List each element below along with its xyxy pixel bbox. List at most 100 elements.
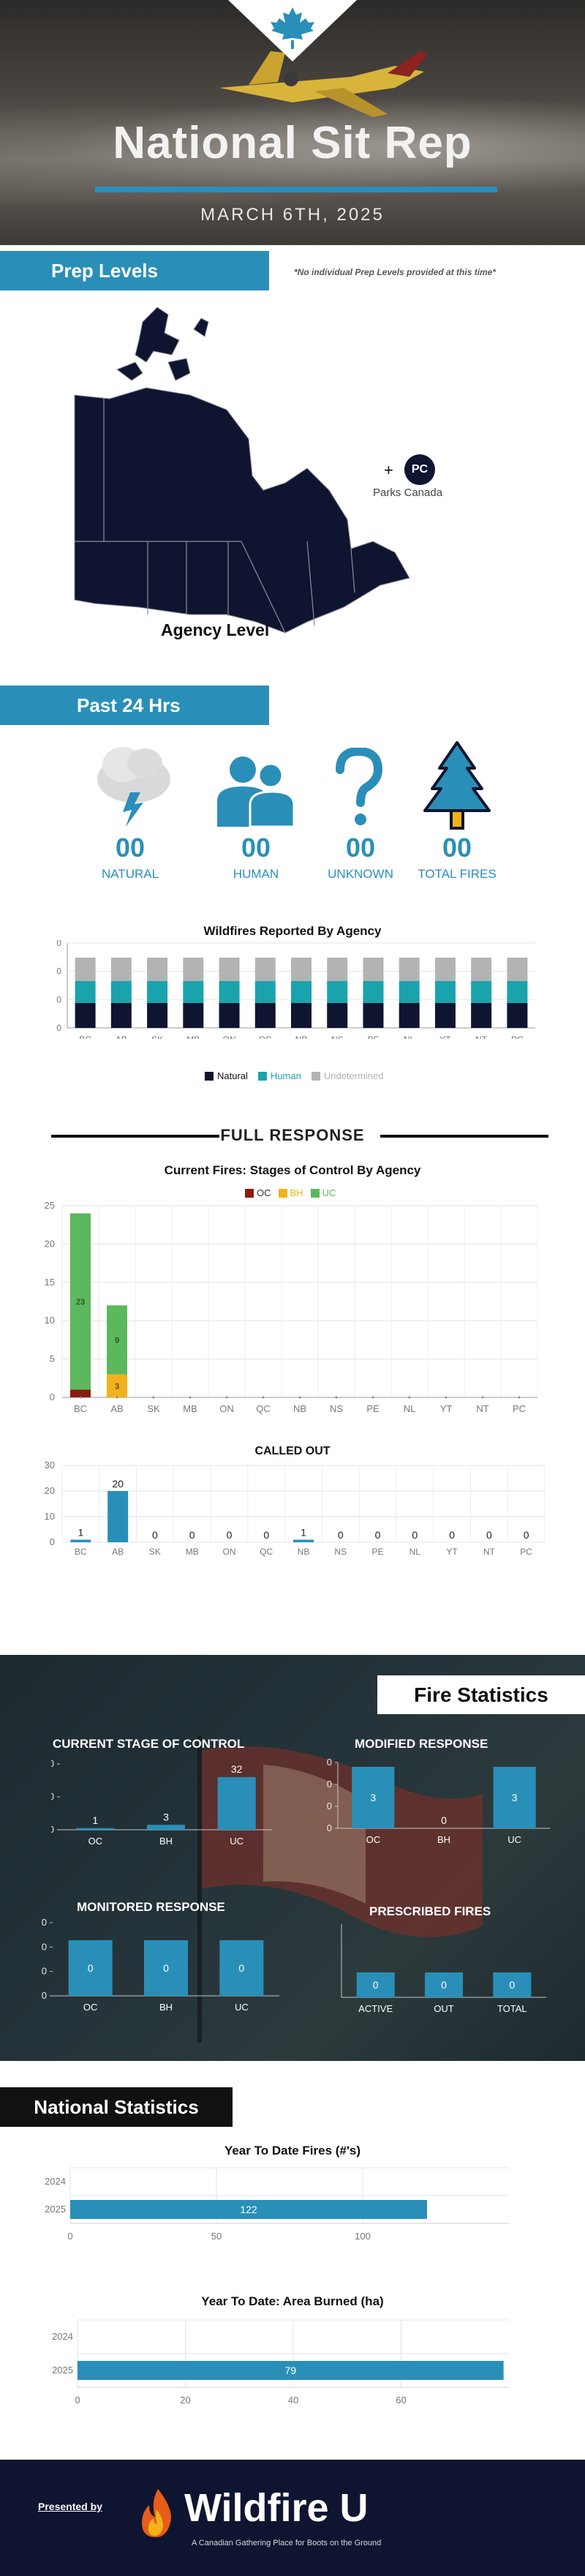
- x-tick-label: UC: [507, 1834, 521, 1845]
- x-tick-label: NB: [298, 1547, 310, 1557]
- brand-tagline: A Canadian Gathering Place for Boots on …: [192, 2539, 382, 2547]
- bar-undetermined-NL: [399, 958, 420, 981]
- x-tick-label: BC: [75, 1547, 87, 1557]
- y-tick-label: 0: [50, 1392, 55, 1402]
- storm-cloud-icon: [97, 747, 170, 827]
- legend-item-undetermined: Undetermined: [311, 1070, 384, 1081]
- x-tick-label: ACTIVE: [358, 2003, 393, 2014]
- x-tick-label: NT: [476, 1403, 488, 1414]
- x-tick-label: YT: [439, 1034, 451, 1039]
- x-tick-label: AB: [112, 1547, 124, 1557]
- x-tick-label: ON: [222, 1547, 235, 1557]
- x-tick-label: PC: [513, 1403, 526, 1414]
- bar-human-MB: [183, 981, 204, 1003]
- x-tick-label: 50: [211, 2231, 222, 2242]
- x-tick-label: 0: [75, 2395, 80, 2406]
- y-tick-label: 15: [45, 1277, 55, 1288]
- x-tick-label: NS: [334, 1547, 347, 1557]
- bar-undetermined-ON: [219, 958, 240, 981]
- bar-human-BC: [75, 981, 96, 1003]
- stat-label-unknown: UNKNOWN: [328, 867, 393, 881]
- parks-canada-badge: PC: [404, 454, 435, 485]
- modified-response-chart: 0 0 0 0 3 OC 0 BH 3 UC: [327, 1757, 550, 1845]
- bar-natural-NL: [399, 1003, 420, 1028]
- y-tick-label: 0: [50, 1536, 55, 1547]
- bar-bh: [147, 1825, 185, 1830]
- bar-value-label: 122: [240, 2204, 257, 2215]
- x-tick-label: BH: [159, 2002, 173, 2013]
- y-tick-label: 0: [327, 1757, 332, 1768]
- bar-value-label: 0: [88, 1962, 94, 1974]
- bar-undetermined-NT: [471, 958, 492, 981]
- smoke-background: [0, 88, 585, 205]
- x-tick-label: 0: [67, 2231, 72, 2242]
- y-tick-label: 0: [42, 1966, 47, 1977]
- bar-segment-label: 23: [76, 1298, 85, 1307]
- y-tick-label: 0: [327, 1779, 332, 1790]
- bar-value-label: 0: [163, 1962, 169, 1974]
- x-tick-label: PE: [372, 1547, 384, 1557]
- prep-levels-note: *No individual Prep Levels provided at t…: [294, 267, 497, 277]
- y-tick-label: 2025: [52, 2365, 73, 2376]
- bar-natural-BC: [75, 1003, 96, 1028]
- fire-statistics-tab: Fire Statistics: [377, 1675, 585, 1714]
- bar-human-NT: [471, 981, 492, 1003]
- x-tick-label: SK: [151, 1034, 163, 1039]
- bar-natural-PE: [363, 1003, 384, 1028]
- bar-human-YT: [434, 981, 456, 1003]
- bar-undetermined-BC: [75, 958, 96, 981]
- x-tick-label: ON: [219, 1403, 234, 1414]
- bar-natural-QC: [254, 1003, 276, 1028]
- x-tick-label: TOTAL: [497, 2003, 527, 2014]
- bar-uc: [493, 1767, 536, 1828]
- bar-undetermined-SK: [147, 958, 168, 981]
- y-tick-label: 25: [45, 1200, 55, 1211]
- chart-title-calledout: CALLED OUT: [254, 1445, 331, 1457]
- bar-undetermined-MB: [183, 958, 204, 981]
- bar-value-label: 1: [78, 1527, 83, 1539]
- zero-marker-YT: [445, 1396, 448, 1399]
- past-24-tab: Past 24 Hrs: [0, 686, 269, 725]
- current-stage-title: CURRENT STAGE OF CONTROL: [53, 1737, 245, 1751]
- maple-leaf-icon: [271, 7, 314, 40]
- zero-marker-NT: [481, 1396, 484, 1399]
- x-tick-label: OC: [83, 2002, 97, 2013]
- stat-label-total-fires: TOTAL FIRES: [418, 867, 497, 881]
- stat-value-human: 00: [241, 833, 271, 863]
- x-tick-label: PE: [366, 1403, 380, 1414]
- x-tick-label: AB: [110, 1403, 123, 1414]
- chart-title-reported: Wildfires Reported By Agency: [203, 924, 382, 938]
- x-tick-label: 20: [180, 2395, 190, 2406]
- y-tick-label: 2024: [52, 2331, 73, 2342]
- prescribed-fires-title: PRESCRIBED FIRES: [369, 1904, 491, 1918]
- bar-natural-NB: [291, 1003, 312, 1028]
- bar-2025: [78, 2361, 504, 2380]
- x-tick-label: NL: [404, 1034, 415, 1039]
- x-tick-label: SK: [149, 1547, 161, 1557]
- bar-active: [356, 1972, 395, 1997]
- bar-oc-BC: [70, 1389, 91, 1397]
- monitored-response-chart: 0 0 0 0 0 OC 0 BH 0 UC: [42, 1917, 279, 2013]
- bar-human-SK: [147, 981, 168, 1003]
- prep-levels-tab: Prep Levels: [0, 251, 269, 290]
- tree-icon: [423, 741, 491, 830]
- bar-undetermined-AB: [110, 958, 132, 981]
- brand-name: Wildfire U: [184, 2486, 369, 2530]
- x-tick-label: QC: [259, 1034, 272, 1039]
- x-tick-label: UC: [235, 2002, 249, 2013]
- bar-value-label: 0: [263, 1529, 269, 1541]
- x-tick-label: NT: [483, 1547, 496, 1557]
- bar-out: [425, 1972, 463, 1997]
- x-tick-label: MB: [183, 1403, 197, 1414]
- title-underline: [95, 187, 497, 192]
- zero-marker-SK: [152, 1396, 155, 1399]
- legend-item-bh: BH: [278, 1187, 303, 1198]
- bar-value-label: 0: [441, 1814, 447, 1826]
- bar-natural-ON: [219, 1003, 240, 1028]
- x-tick-label: 100: [355, 2231, 371, 2242]
- bar-2025: [70, 2200, 427, 2219]
- bar-value-label: 0: [338, 1529, 344, 1541]
- zero-marker-PC: [518, 1396, 521, 1399]
- ytd-area-title: Year To Date: Area Burned (ha): [201, 2294, 384, 2308]
- parks-canada-label: Parks Canada: [373, 487, 443, 499]
